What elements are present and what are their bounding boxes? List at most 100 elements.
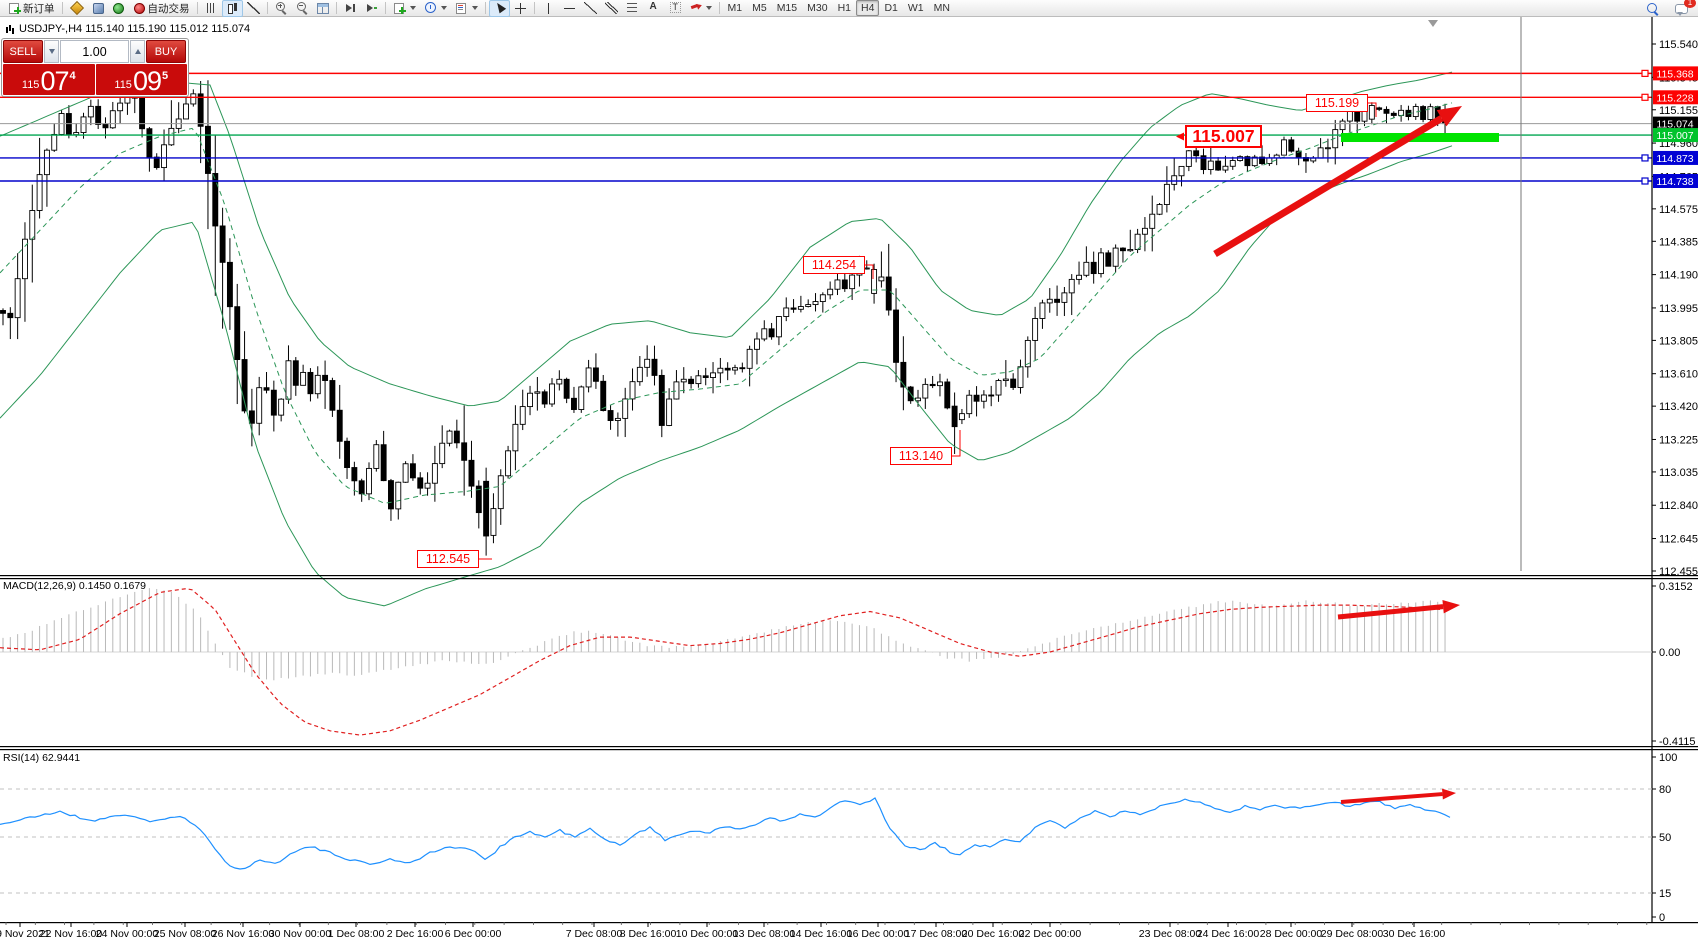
macd-indicator-label: MACD(12,26,9) 0.1450 0.1679 [3, 580, 147, 592]
cursor-icon [493, 2, 506, 14]
one-click-order-row: SELL BUY [3, 40, 187, 63]
toolbar-separator [718, 2, 720, 14]
toolbar-left-groups: 新订单 自动交易 M1 M5 M15 M30 H1 H4 D1 W1 MN [4, 0, 955, 17]
trendline-icon [583, 2, 597, 14]
trendline-tool-button[interactable] [580, 0, 601, 17]
svg-text:115.074: 115.074 [1656, 119, 1693, 131]
timeframe-m30-button[interactable]: M30 [807, 2, 828, 14]
zoom-out-icon [295, 2, 309, 14]
svg-text:2 Dec 16:00: 2 Dec 16:00 [387, 928, 444, 940]
buy-price-display[interactable]: 115 09 5 [95, 64, 187, 95]
toolbar-separator [533, 2, 535, 14]
bar-chart-button[interactable] [201, 0, 222, 17]
autotrading-button[interactable]: 自动交易 [129, 0, 194, 17]
chart-shift-button[interactable] [361, 0, 382, 17]
sell-price-figure: 115 [21, 79, 40, 91]
periods-button[interactable] [420, 0, 451, 17]
svg-text:0: 0 [1659, 912, 1665, 924]
crosshair-icon [513, 2, 527, 14]
fibonacci-tool-button[interactable] [622, 0, 643, 17]
volume-input[interactable] [60, 40, 129, 63]
terminal-icon [112, 2, 125, 14]
autotrading-icon [133, 2, 146, 14]
arrow-objects-button[interactable] [685, 0, 716, 17]
svg-text:113.995: 113.995 [1659, 303, 1698, 315]
volume-decrease-button[interactable] [44, 40, 59, 63]
market-watch-icon [70, 2, 83, 14]
price-label-annotation[interactable]: 112.545 [417, 550, 479, 568]
timeframe-mn-button[interactable]: MN [933, 2, 950, 14]
scroll-to-end-button[interactable] [340, 0, 361, 17]
market-watch-button[interactable] [66, 0, 87, 17]
svg-text:50: 50 [1659, 832, 1671, 844]
timeframe-h4-button[interactable]: H4 [856, 0, 880, 16]
search-icon [1646, 2, 1659, 15]
timeframe-w1-button[interactable]: W1 [907, 2, 924, 14]
svg-text:22 Dec 00:00: 22 Dec 00:00 [1019, 928, 1082, 940]
buy-button[interactable]: BUY [146, 40, 186, 63]
macd-panel: 0.3152 0.00 -0.4115 [0, 581, 1696, 748]
template-icon [455, 2, 468, 14]
svg-text:15: 15 [1659, 888, 1671, 900]
new-order-button[interactable]: 新订单 [4, 0, 59, 17]
timeframe-d1-button[interactable]: D1 [884, 2, 898, 14]
svg-text:115.228: 115.228 [1656, 92, 1693, 104]
price-label-annotation[interactable]: 115.199 [1306, 94, 1368, 112]
triangle-down-icon [48, 49, 55, 54]
line-chart-button[interactable] [243, 0, 264, 17]
svg-text:113.610: 113.610 [1659, 369, 1698, 381]
crosshair-tool-button[interactable] [510, 0, 531, 17]
cursor-tool-button[interactable] [488, 0, 510, 17]
svg-text:-0.4115: -0.4115 [1659, 736, 1696, 748]
timeframe-m5-button[interactable]: M5 [752, 2, 767, 14]
equidistant-channel-tool-button[interactable] [601, 0, 622, 17]
rsi-panel: 100 80 50 15 0 [0, 752, 1677, 924]
buy-price-figure: 115 [114, 79, 132, 91]
svg-text:30 Nov 00:00: 30 Nov 00:00 [269, 928, 332, 940]
sell-price-big-digits: 07 [40, 66, 69, 96]
zoom-out-button[interactable] [292, 0, 313, 17]
chevron-down-icon [409, 6, 416, 10]
chat-button[interactable]: 1 [1671, 0, 1696, 17]
horizontal-line-tool-button[interactable] [559, 0, 580, 17]
svg-text:26 Nov 16:00: 26 Nov 16:00 [212, 928, 275, 940]
svg-text:20 Dec 16:00: 20 Dec 16:00 [962, 928, 1025, 940]
text-tool-button[interactable] [643, 0, 664, 17]
svg-text:113.420: 113.420 [1659, 401, 1698, 413]
templates-button[interactable] [451, 0, 482, 17]
toolbar-separator [196, 2, 198, 14]
svg-text:114.575: 114.575 [1659, 204, 1698, 216]
indicators-button[interactable] [389, 0, 420, 17]
zoom-in-icon [274, 2, 288, 14]
toolbar-separator [61, 2, 63, 14]
sell-price-display[interactable]: 115 07 4 [3, 64, 95, 95]
zoom-in-button[interactable] [271, 0, 292, 17]
price-label-annotation[interactable]: 113.140 [890, 447, 952, 465]
arrows-icon [689, 2, 702, 14]
navigator-icon [91, 2, 104, 14]
sell-button[interactable]: SELL [3, 40, 43, 63]
price-label-annotation[interactable]: 115.007 [1185, 125, 1262, 148]
candlestick-chart-button[interactable] [221, 0, 243, 17]
hline-icon [562, 2, 576, 14]
timeframe-h1-button[interactable]: H1 [837, 2, 851, 14]
timeframe-m15-button[interactable]: M15 [776, 2, 798, 14]
text-label-tool-button[interactable] [664, 0, 685, 17]
search-button[interactable] [1642, 0, 1663, 17]
price-label-annotation[interactable]: 114.254 [803, 256, 865, 274]
svg-text:14 Dec 16:00: 14 Dec 16:00 [790, 928, 853, 940]
fibo-icon [625, 2, 639, 14]
toolbar: 新订单 自动交易 M1 M5 M15 M30 H1 H4 D1 W1 MN 1 [0, 0, 1698, 17]
bars-icon [204, 2, 218, 14]
terminal-button[interactable] [108, 0, 129, 17]
svg-text:114.738: 114.738 [1656, 176, 1693, 188]
volume-increase-button[interactable] [130, 40, 145, 63]
candles-icon [226, 2, 239, 14]
timeframe-m1-button[interactable]: M1 [727, 2, 743, 14]
vertical-line-tool-button[interactable] [538, 0, 559, 17]
navigator-button[interactable] [87, 0, 108, 17]
svg-text:114.190: 114.190 [1659, 270, 1698, 282]
tile-windows-button[interactable] [313, 0, 333, 17]
